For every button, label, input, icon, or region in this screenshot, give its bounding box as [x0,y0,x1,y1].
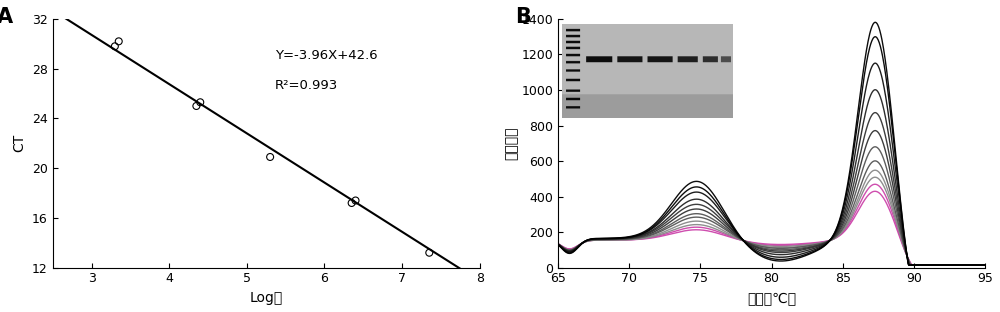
Point [107,44,123,49]
Y-axis label: CT: CT [12,134,26,153]
Point [348,198,364,203]
Point [188,104,204,109]
Text: Y=-3.96X+42.6: Y=-3.96X+42.6 [275,49,377,62]
Text: B: B [515,7,531,27]
X-axis label: Log值: Log值 [250,291,283,305]
X-axis label: 温度（℃）: 温度（℃） [747,291,796,305]
Point [192,100,208,105]
Point [344,201,360,206]
Point [111,39,127,44]
Y-axis label: 溶解曲线: 溶解曲线 [505,127,519,160]
Text: A: A [0,7,13,27]
Point [262,154,278,159]
Text: R²=0.993: R²=0.993 [275,79,338,92]
Point [421,250,437,255]
